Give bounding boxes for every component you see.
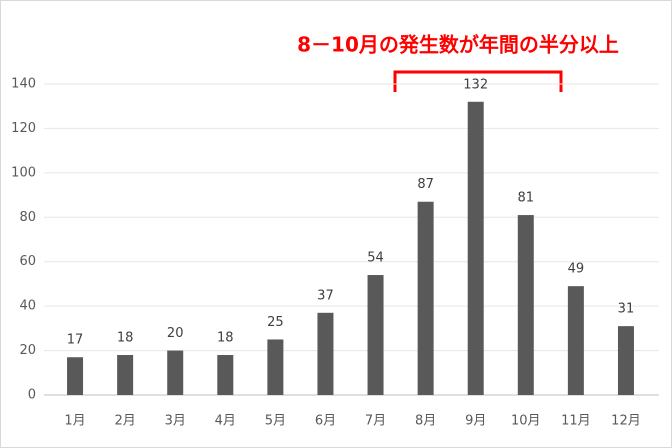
y-tick-label: 120 [11,121,36,136]
data-label: 18 [217,331,234,346]
y-tick-label: 0 [28,388,36,403]
annotation: 8－10月の発生数が年間の半分以上 [297,33,619,57]
data-label: 18 [117,331,134,346]
bar [517,215,534,395]
x-tick-label: 4月 [215,414,236,429]
x-tick-label: 9月 [465,414,486,429]
y-tick-label: 140 [11,77,36,92]
bar [467,101,484,396]
x-tick-label: 6月 [315,414,336,429]
x-tick-label: 3月 [165,414,186,429]
bar [317,312,334,395]
y-tick-label: 60 [19,254,36,269]
x-tick-label: 5月 [265,414,286,429]
data-label: 49 [568,262,585,277]
data-label: 132 [463,77,488,92]
bar [617,326,634,395]
bracket [393,70,563,92]
data-label: 37 [317,288,334,303]
bar [417,201,434,395]
data-label: 25 [267,315,284,330]
y-tick-label: 80 [19,210,36,225]
x-tick-label: 8月 [415,414,436,429]
bar [367,275,384,395]
data-label: 81 [518,191,535,206]
data-label: 54 [367,251,384,266]
y-tick-label: 20 [19,343,36,358]
x-tick-label: 2月 [114,414,135,429]
data-label: 20 [167,326,184,341]
y-tick-label: 100 [11,165,36,180]
x-tick-label: 12月 [611,414,641,429]
bar [67,357,84,395]
bar [117,355,134,395]
data-label: 17 [67,333,84,348]
x-tick-label: 11月 [561,414,591,429]
bar [217,355,234,395]
x-tick-label: 7月 [365,414,386,429]
y-tick-label: 40 [19,299,36,314]
data-label: 87 [417,177,434,192]
x-tick-label: 1月 [64,414,85,429]
data-label: 31 [618,302,635,317]
bar [267,339,284,395]
bar [567,286,584,395]
x-tick-label: 10月 [511,414,541,429]
bar [167,350,184,395]
